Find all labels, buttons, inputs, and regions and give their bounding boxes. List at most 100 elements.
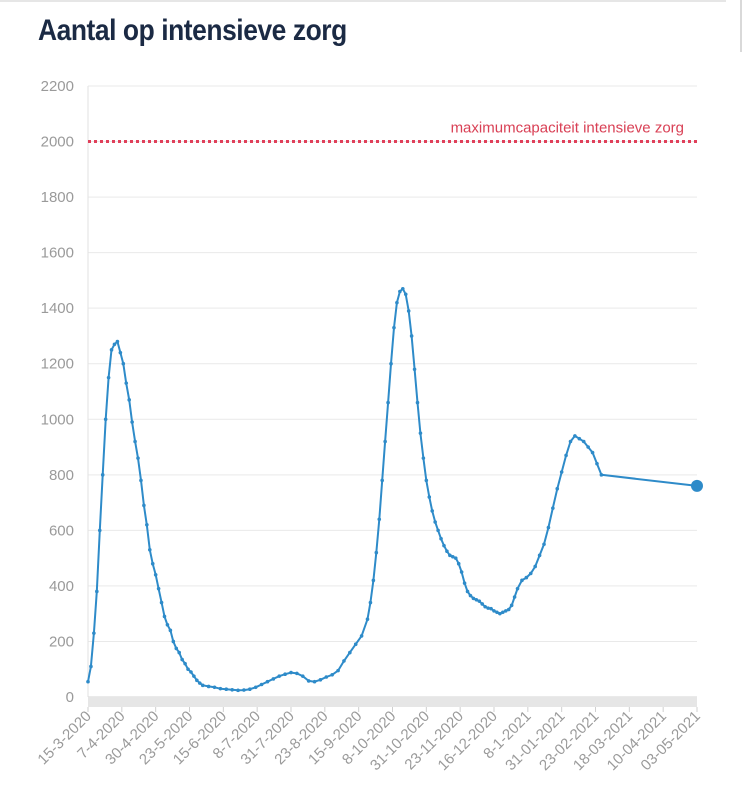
data-point	[368, 600, 373, 605]
data-point	[156, 586, 161, 591]
data-point	[595, 461, 599, 466]
data-point	[136, 456, 140, 460]
data-point	[103, 417, 108, 422]
data-point	[174, 646, 179, 651]
data-point	[324, 675, 329, 679]
data-point	[289, 670, 293, 675]
data-point	[468, 593, 473, 598]
data-point	[483, 604, 487, 609]
data-point	[445, 549, 449, 553]
data-point	[342, 659, 346, 663]
latest-data-point	[691, 479, 703, 492]
data-point	[253, 685, 258, 690]
data-point	[180, 657, 184, 662]
data-point	[474, 597, 479, 602]
data-point	[537, 553, 542, 558]
data-point	[555, 486, 560, 491]
data-point	[377, 517, 382, 522]
y-tick-label: 1200	[41, 356, 74, 373]
data-point	[153, 573, 158, 577]
right-edge-divider	[740, 0, 742, 52]
data-point	[139, 478, 143, 483]
data-point	[395, 300, 399, 305]
data-point	[92, 631, 96, 635]
data-point	[509, 603, 514, 608]
gridlines	[87, 85, 697, 697]
data-point	[242, 688, 246, 692]
data-point	[130, 420, 134, 424]
data-point	[506, 607, 511, 612]
data-point	[520, 578, 524, 583]
data-point	[403, 292, 408, 297]
data-point	[150, 561, 155, 566]
data-point	[162, 614, 167, 619]
data-point	[462, 581, 467, 585]
data-point	[186, 667, 190, 672]
data-point	[495, 610, 499, 615]
y-tick-label: 600	[49, 522, 74, 539]
data-point	[165, 622, 170, 627]
data-point	[89, 664, 93, 669]
data-point	[312, 679, 317, 684]
data-point	[568, 439, 573, 444]
data-point	[248, 687, 252, 692]
data-point	[577, 436, 582, 441]
reference-line-label: maximumcapaciteit intensieve zorg	[451, 120, 684, 137]
data-point	[206, 684, 211, 689]
data-point	[383, 439, 387, 444]
y-tick-label: 2000	[41, 134, 74, 151]
data-point	[564, 453, 568, 458]
data-point	[359, 634, 364, 638]
data-point	[528, 571, 533, 576]
y-tick-label: 1400	[41, 300, 74, 317]
data-point	[406, 309, 411, 313]
data-point	[512, 595, 517, 599]
data-point	[515, 586, 520, 591]
data-point	[433, 520, 437, 524]
max-capacity-reference-line: maximumcapaciteit intensieve zorg	[88, 120, 697, 144]
data-point	[127, 398, 131, 402]
data-point	[498, 611, 502, 616]
data-point	[115, 339, 120, 344]
data-point	[183, 661, 187, 666]
y-tick-label: 0	[66, 689, 74, 706]
data-point	[551, 506, 555, 510]
data-point	[421, 456, 426, 460]
y-axis-ticks: 0 200 400 600 800 1000 1200 1400 1600 1800 2000 220…	[41, 78, 74, 706]
data-point	[524, 575, 529, 580]
data-point	[95, 589, 99, 594]
data-point	[192, 674, 196, 678]
data-point	[133, 439, 137, 444]
data-point	[546, 525, 551, 530]
data-point	[171, 639, 176, 644]
data-point	[112, 342, 117, 347]
data-point	[159, 600, 164, 605]
data-point	[477, 599, 482, 603]
data-point	[542, 542, 546, 547]
data-point	[386, 400, 390, 405]
data-point	[100, 473, 105, 477]
chart-title: Aantal op intensieve zorg	[38, 14, 347, 47]
data-point	[559, 470, 564, 474]
y-tick-label: 1000	[41, 411, 74, 428]
y-tick-label: 800	[49, 467, 74, 484]
data-point	[168, 628, 173, 633]
data-point	[573, 434, 577, 438]
data-point	[109, 348, 114, 352]
data-point	[189, 670, 193, 674]
data-point	[471, 596, 476, 601]
data-point	[306, 679, 311, 683]
data-point	[330, 672, 334, 677]
data-point	[224, 687, 229, 692]
y-tick-label: 1600	[41, 245, 74, 262]
data-point	[389, 361, 393, 366]
data-point	[465, 589, 470, 594]
x-axis-ticks: 15-3-20207-4-202030-4-202023-5-202015-6-…	[34, 707, 704, 774]
data-point	[300, 674, 305, 678]
y-tick-label: 200	[49, 633, 74, 650]
data-point	[503, 609, 508, 613]
data-point	[145, 523, 149, 527]
data-point	[486, 606, 490, 610]
